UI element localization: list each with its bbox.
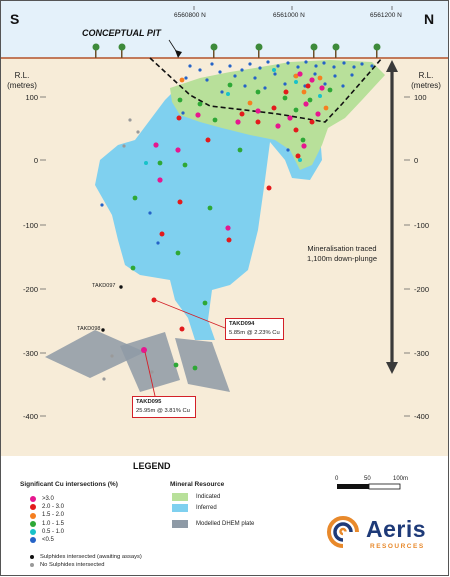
dhem-plate-3 — [175, 338, 230, 392]
dhem-plate-1 — [45, 330, 145, 378]
hole-label-takd097: TAKD097 — [92, 283, 116, 289]
aeris-logo-mark-icon — [327, 516, 359, 548]
rl-axis-ticks — [40, 96, 410, 417]
legend-grey-item: No Sulphides intersected — [30, 561, 142, 569]
hole-label-takd098: TAKD098 — [77, 326, 101, 332]
rl-tick-left-neg100: -100 — [22, 221, 38, 230]
legend-cu-item: 2.0 - 3.0 — [30, 503, 64, 511]
legend-label-grey: No Sulphides intersected — [40, 562, 105, 568]
northing-label-1: 6560800 N — [174, 12, 206, 19]
rl-tick-left-neg200: -200 — [22, 285, 38, 294]
rl-tick-left-0: 0 — [33, 156, 38, 165]
rl-tick-right-neg400: -400 — [414, 412, 430, 421]
legend-swatch-1_5-2 — [30, 512, 36, 519]
legend-swatch-grey — [30, 563, 34, 567]
legend-cu-item: 0.5 - 1.0 — [30, 528, 64, 536]
northing-label-2: 6561000 N — [273, 12, 305, 19]
rl-tick-right-neg100: -100 — [414, 221, 430, 230]
legend-label-lt0_5: <0.5 — [42, 537, 54, 544]
scale-bar — [337, 483, 401, 490]
legend-label-inferred: Inferred — [196, 504, 217, 511]
northing-ticks — [193, 6, 393, 10]
intercept-callout-takd094: TAKD094 5.85m @ 2.23% Cu — [225, 318, 284, 340]
legend-inferred-row: Inferred — [172, 502, 254, 513]
legend-label-black: Sulphides intersected (awaiting assays) — [40, 554, 142, 560]
legend-label-indicated: Indicated — [196, 493, 221, 500]
legend-cu-item: 1.0 - 1.5 — [30, 520, 64, 528]
sky — [1, 1, 448, 58]
legend-resource-heading: Mineral Resource — [170, 481, 225, 488]
scale-label-50: 50 — [364, 476, 371, 482]
legend-indicated-row: Indicated — [172, 491, 254, 502]
legend-swatch-gt3 — [30, 496, 36, 503]
legend-label-1_5-2: 1.5 - 2.0 — [42, 512, 65, 519]
legend-swatch-inferred — [172, 503, 188, 512]
dhem-plate-2 — [120, 332, 180, 392]
legend-swatch-2-3 — [30, 504, 36, 511]
rl-tick-left-neg300: -300 — [22, 349, 38, 358]
rl-label-right: R.L. (metres) — [410, 71, 442, 91]
dir-south: S — [10, 11, 20, 27]
indicated-resource-body — [170, 60, 385, 170]
mineralisation-extent-arrow — [386, 60, 398, 374]
intercept-b-leader — [144, 351, 156, 397]
logo-subtext: RESOURCES — [370, 543, 425, 550]
rl-tick-right-100: 100 — [414, 93, 427, 102]
rl-tick-right-neg200: -200 — [414, 285, 430, 294]
intercept-b-value: 25.95m @ 3.81% Cu — [136, 408, 190, 414]
surface-trees — [92, 43, 381, 58]
legend-swatch-black — [30, 555, 34, 559]
legend-label-1-1_5: 1.0 - 1.5 — [42, 520, 65, 527]
rl-label-left: R.L. (metres) — [6, 71, 38, 91]
mineralisation-note-line1: Mineralisation traced — [307, 244, 377, 253]
rl-tick-right-0: 0 — [414, 156, 419, 165]
intercept-a-id: TAKD094 — [229, 321, 255, 327]
rl-tick-left-neg400: -400 — [22, 412, 38, 421]
mineralisation-note-line2: 1,100m down-plunge — [306, 254, 378, 263]
intercept-b-id: TAKD095 — [136, 399, 162, 405]
legend-black-item: Sulphides intersected (awaiting assays) — [30, 553, 142, 561]
mineralisation-note: Mineralisation traced 1,100m down-plunge — [296, 244, 388, 264]
inferred-resource-body — [95, 80, 322, 340]
legend-resource-list: Indicated Inferred Modelled DHEM plate — [172, 491, 254, 529]
intercept-a-leader — [154, 299, 231, 331]
legend-plate-row: Modelled DHEM plate — [172, 518, 254, 529]
legend-cu-heading: Significant Cu intersections (%) — [20, 481, 118, 488]
scale-label-0: 0 — [335, 476, 339, 482]
legend-cu-item: 1.5 - 2.0 — [30, 511, 64, 519]
intercept-a-value: 5.85m @ 2.23% Cu — [229, 330, 280, 336]
legend-sulphide-list: Sulphides intersected (awaiting assays) … — [30, 553, 142, 569]
legend-swatch-plate — [172, 519, 188, 528]
legend-label-plate: Modelled DHEM plate — [196, 520, 255, 527]
legend-label-0_5-1: 0.5 - 1.0 — [42, 528, 65, 535]
legend-swatch-1-1_5 — [30, 520, 36, 527]
rl-label-right-line2: (metres) — [411, 81, 441, 90]
legend-swatch-0_5-1 — [30, 528, 36, 535]
conceptual-pit-label: CONCEPTUAL PIT — [82, 28, 161, 38]
rl-tick-left-100: 100 — [25, 93, 38, 102]
legend-swatch-indicated — [172, 492, 188, 501]
scale-label-100: 100m — [393, 476, 409, 482]
intercept-callout-takd095: TAKD095 25.95m @ 3.81% Cu — [132, 396, 196, 418]
legend-cu-item: >3.0 — [30, 495, 64, 503]
rl-label-left-line1: R.L. — [14, 71, 30, 80]
conceptual-pit-outline — [149, 57, 383, 123]
rl-label-left-line2: (metres) — [7, 81, 37, 90]
legend-cu-list: >3.0 2.0 - 3.0 1.5 - 2.0 1.0 - 1.5 0.5 -… — [30, 495, 64, 544]
legend-label-2-3: 2.0 - 3.0 — [42, 504, 65, 511]
legend-cu-item: <0.5 — [30, 536, 64, 544]
rl-label-right-line1: R.L. — [418, 71, 434, 80]
legend-swatch-lt0_5 — [30, 537, 36, 544]
legend-title: LEGEND — [133, 461, 171, 471]
intersection-dots — [100, 60, 374, 381]
legend-label-gt3: >3.0 — [42, 496, 54, 502]
dir-north: N — [424, 11, 435, 27]
logo-wordmark: Aeris — [366, 516, 427, 542]
rl-tick-right-neg300: -300 — [414, 349, 430, 358]
pit-leader-arrowhead — [175, 50, 182, 58]
northing-label-3: 6561200 N — [370, 12, 402, 19]
